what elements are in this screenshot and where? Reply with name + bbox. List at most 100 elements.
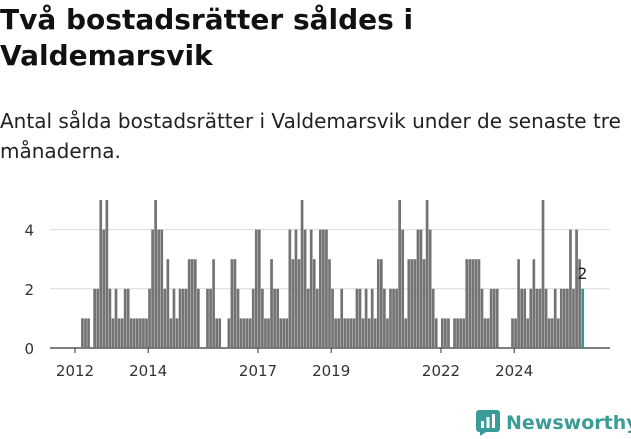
bar (492, 288, 496, 348)
bar (547, 318, 551, 348)
bar (126, 288, 130, 348)
bar (300, 200, 304, 348)
bar (120, 318, 124, 348)
bar (474, 259, 478, 348)
bar (151, 229, 154, 348)
bar (312, 259, 316, 348)
bar (407, 259, 411, 348)
bar (102, 229, 106, 348)
bar (447, 318, 450, 348)
bar (392, 288, 395, 348)
bar (578, 259, 581, 348)
chart-subtitle: Antal sålda bostadsrätter i Valdemarsvik… (0, 109, 621, 163)
bar (282, 318, 286, 348)
axes: 0 2 4 2 2012 2014 2017 2019 2022 2024 (24, 222, 587, 380)
bar (230, 259, 234, 348)
bar (245, 318, 249, 348)
bar (288, 229, 292, 348)
bar (486, 318, 490, 348)
bar (550, 318, 554, 348)
bar (373, 318, 377, 348)
bar (84, 318, 87, 348)
bar (416, 229, 420, 348)
bar (81, 318, 84, 348)
bar (511, 318, 514, 348)
bar (169, 318, 173, 348)
x-tick-label: 2022 (422, 362, 460, 380)
bar (209, 288, 212, 348)
bar (114, 288, 118, 348)
bar (197, 288, 200, 348)
bar (172, 288, 176, 348)
bar (370, 288, 374, 348)
bar (248, 318, 252, 348)
bar (404, 318, 408, 348)
bar (242, 318, 246, 348)
bar (468, 259, 472, 348)
bar (187, 259, 191, 348)
bar (489, 288, 493, 348)
bar (251, 288, 255, 348)
bar (569, 229, 572, 348)
bar (559, 288, 563, 348)
bar (480, 288, 484, 348)
bar (267, 318, 270, 348)
bar (294, 229, 298, 348)
bar (218, 318, 222, 348)
bar (331, 288, 334, 348)
bar (444, 318, 447, 348)
bar (132, 318, 136, 348)
brand-name: Newsworthy (506, 412, 631, 434)
bar (99, 200, 103, 348)
x-tick-label: 2024 (495, 362, 533, 380)
bar (306, 288, 310, 348)
bar (315, 288, 319, 348)
bar (538, 288, 542, 348)
bar (142, 318, 145, 348)
bar (111, 318, 115, 348)
bar (178, 288, 182, 348)
bar (236, 288, 240, 348)
bar (184, 288, 188, 348)
bar (148, 288, 151, 348)
bar (291, 259, 295, 348)
bar (87, 318, 90, 348)
bar (325, 229, 328, 348)
bar (340, 288, 344, 348)
bar (96, 288, 100, 348)
bar (166, 259, 170, 348)
bar (233, 259, 237, 348)
bar (462, 318, 466, 348)
bar (453, 318, 456, 348)
bar (264, 318, 267, 348)
bar (367, 318, 371, 348)
bar (136, 318, 139, 348)
bar (413, 259, 417, 348)
bar (285, 318, 289, 348)
bar (535, 288, 539, 348)
bar (358, 288, 362, 348)
bar (261, 288, 264, 348)
bar (483, 318, 487, 348)
bar (227, 318, 231, 348)
bar (389, 288, 392, 348)
x-tick-label: 2014 (129, 362, 167, 380)
bar (123, 288, 127, 348)
bar (523, 288, 527, 348)
bar (541, 200, 545, 348)
bar (355, 288, 359, 348)
bar (383, 288, 386, 348)
bar (346, 318, 350, 348)
bar (93, 288, 96, 348)
bar (425, 200, 429, 348)
bar (419, 229, 423, 348)
y-tick-label: 4 (24, 222, 34, 240)
bar (206, 288, 209, 348)
bar (575, 229, 578, 348)
bar (520, 288, 523, 348)
bar (422, 259, 426, 348)
y-tick-label: 0 (24, 340, 34, 358)
bar (309, 229, 313, 348)
bar (471, 259, 475, 348)
newsworthy-logo: Newsworthy (476, 408, 631, 438)
